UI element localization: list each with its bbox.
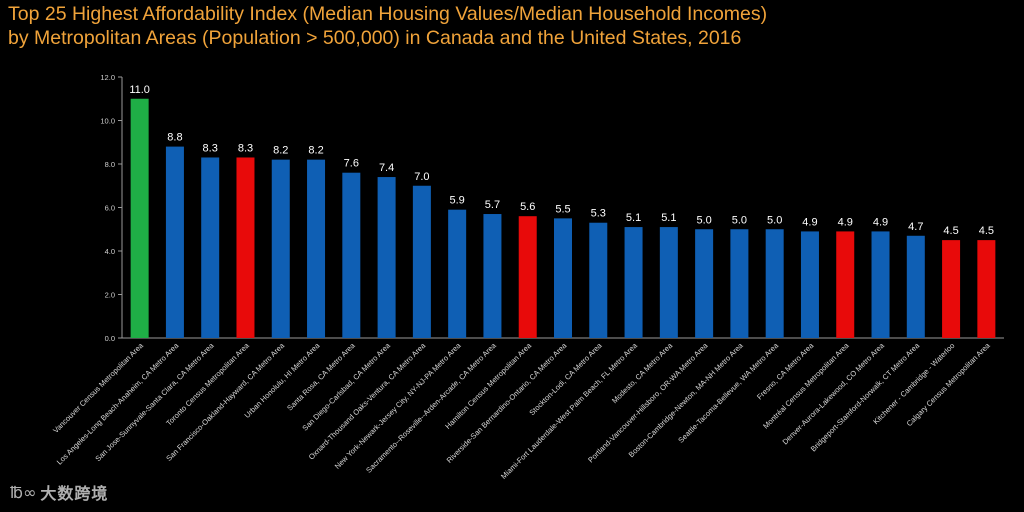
y-tick-label: 4.0: [105, 247, 115, 256]
bar: [130, 98, 149, 338]
x-tick-label: Los Angeles-Long Beach-Anaheim, CA Metro…: [55, 340, 181, 466]
chart-title-line-1: Top 25 Highest Affordability Index (Medi…: [8, 3, 768, 25]
x-tick-label: Sacramento--Roseville--Arden-Arcade, CA …: [364, 340, 498, 474]
bar: [236, 157, 255, 338]
watermark-text: 大数跨境: [40, 484, 109, 503]
chart-title-line-2: by Metropolitan Areas (Population > 500,…: [8, 27, 742, 49]
watermark-logo: ℔∞ 大数跨境: [10, 480, 108, 504]
y-tick-label: 8.0: [105, 160, 115, 169]
bar-value-label: 4.5: [979, 225, 994, 237]
bar-value-label: 7.0: [414, 171, 429, 183]
bar-value-label: 5.0: [767, 214, 782, 226]
bar-value-label: 7.6: [344, 158, 359, 170]
bar: [730, 229, 749, 338]
bar: [624, 227, 643, 338]
x-tick-label: Santa Rosa, CA Metro Area: [285, 340, 357, 412]
bar: [165, 146, 184, 338]
x-tick-label: Riverside-San Bernardino-Ontario, CA Met…: [445, 340, 569, 464]
bar-value-label: 5.6: [520, 201, 535, 213]
bar: [659, 227, 678, 338]
bar-value-label: 8.3: [238, 142, 253, 154]
bar-value-label: 5.9: [450, 195, 465, 207]
bar: [765, 229, 784, 338]
bar: [589, 222, 608, 338]
bar-value-label: 5.1: [661, 212, 676, 224]
y-tick-label: 6.0: [105, 204, 115, 213]
chart-title: Top 25 Highest Affordability Index (Medi…: [8, 2, 1018, 50]
bar: [483, 214, 502, 338]
bar: [906, 235, 925, 338]
y-tick-label: 12.0: [100, 73, 115, 82]
bar-value-label: 8.2: [308, 145, 323, 157]
bar-value-label: 8.8: [167, 132, 182, 144]
y-tick-label: 10.0: [100, 117, 115, 126]
bar: [377, 177, 396, 338]
bar: [871, 231, 890, 338]
bar: [695, 229, 714, 338]
bar-value-label: 4.5: [943, 225, 958, 237]
bar: [448, 209, 467, 338]
y-tick-label: 0.0: [105, 334, 115, 343]
bar: [412, 185, 431, 338]
x-tick-label: Modesto, CA Metro Area: [610, 340, 675, 405]
bar-value-label: 5.5: [555, 203, 570, 215]
bar: [977, 240, 996, 338]
bar-value-label: 5.7: [485, 199, 500, 211]
bar: [271, 159, 290, 338]
bar: [554, 218, 572, 338]
bar-value-label: 5.3: [591, 208, 606, 220]
bar-value-label: 5.1: [626, 212, 641, 224]
bar-value-label: 7.4: [379, 162, 394, 174]
bar-value-label: 4.7: [908, 221, 923, 233]
bar-value-label: 8.3: [203, 142, 218, 154]
x-tick-label: Stockton-Lodi, CA Metro Area: [527, 340, 604, 417]
bar-value-label: 4.9: [838, 216, 853, 228]
bar: [201, 157, 220, 338]
bar-value-label: 4.9: [873, 216, 888, 228]
bar: [836, 231, 855, 338]
bar-value-label: 11.0: [129, 84, 150, 96]
bar: [342, 172, 361, 338]
bar: [518, 216, 537, 338]
bar-value-label: 8.2: [273, 145, 288, 157]
bar-value-label: 5.0: [732, 214, 747, 226]
x-tick-label: Portland-Vancouver-Hillsboro, OR-WA Metr…: [586, 340, 710, 464]
watermark-icon: ℔∞: [10, 482, 37, 502]
bar: [800, 231, 819, 338]
bar: [942, 240, 961, 338]
x-tick-label: Miami-Fort Lauderdale-West Palm Beach, F…: [499, 340, 639, 480]
y-tick-label: 2.0: [105, 291, 115, 300]
bar-value-label: 5.0: [696, 214, 711, 226]
x-tick-label: New York-Newark-Jersey City, NY-NJ-PA Me…: [333, 340, 463, 470]
bar-value-label: 4.9: [802, 216, 817, 228]
bar: [307, 159, 326, 338]
